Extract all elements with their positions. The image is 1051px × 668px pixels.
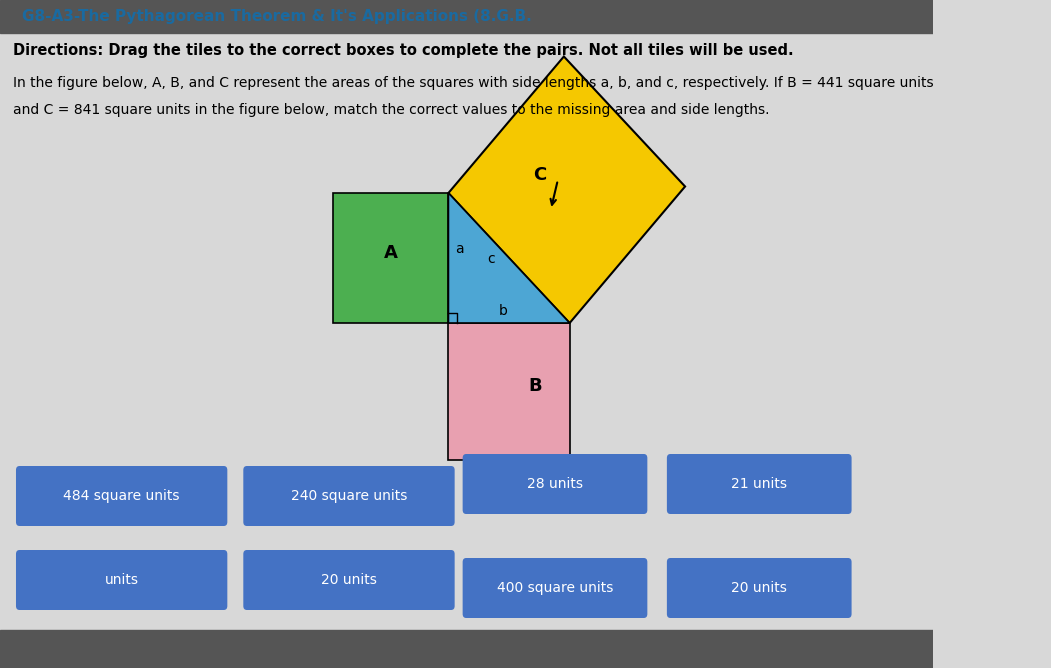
Text: units: units — [105, 573, 139, 587]
Text: 21 units: 21 units — [731, 477, 787, 491]
Text: In the figure below, A, B, and C represent the areas of the squares with side le: In the figure below, A, B, and C represe… — [14, 76, 934, 90]
FancyBboxPatch shape — [667, 558, 851, 618]
Bar — [0, 0, 933, 33]
Polygon shape — [333, 193, 449, 323]
Text: 400 square units: 400 square units — [497, 581, 613, 595]
Text: b: b — [498, 304, 508, 318]
FancyBboxPatch shape — [16, 466, 227, 526]
FancyBboxPatch shape — [244, 466, 455, 526]
Polygon shape — [449, 323, 570, 460]
Text: 484 square units: 484 square units — [63, 489, 180, 503]
Text: 240 square units: 240 square units — [291, 489, 407, 503]
Text: 28 units: 28 units — [527, 477, 583, 491]
Polygon shape — [449, 57, 685, 323]
FancyBboxPatch shape — [16, 550, 227, 610]
Text: A: A — [384, 244, 397, 262]
Text: 20 units: 20 units — [321, 573, 377, 587]
Bar — [0, 630, 933, 668]
FancyBboxPatch shape — [462, 454, 647, 514]
Text: G8-A3-The Pythagorean Theorem & It's Applications (8.G.B.: G8-A3-The Pythagorean Theorem & It's App… — [22, 9, 532, 24]
FancyBboxPatch shape — [244, 550, 455, 610]
Text: a: a — [455, 242, 463, 256]
Text: c: c — [487, 252, 494, 266]
Text: Directions: Drag the tiles to the correct boxes to complete the pairs. Not all t: Directions: Drag the tiles to the correc… — [14, 43, 794, 57]
Text: 20 units: 20 units — [731, 581, 787, 595]
Text: and C = 841 square units in the figure below, match the correct values to the mi: and C = 841 square units in the figure b… — [14, 103, 769, 117]
FancyBboxPatch shape — [667, 454, 851, 514]
Text: C: C — [534, 166, 547, 184]
Text: B: B — [529, 377, 542, 395]
FancyBboxPatch shape — [462, 558, 647, 618]
Polygon shape — [449, 193, 570, 323]
